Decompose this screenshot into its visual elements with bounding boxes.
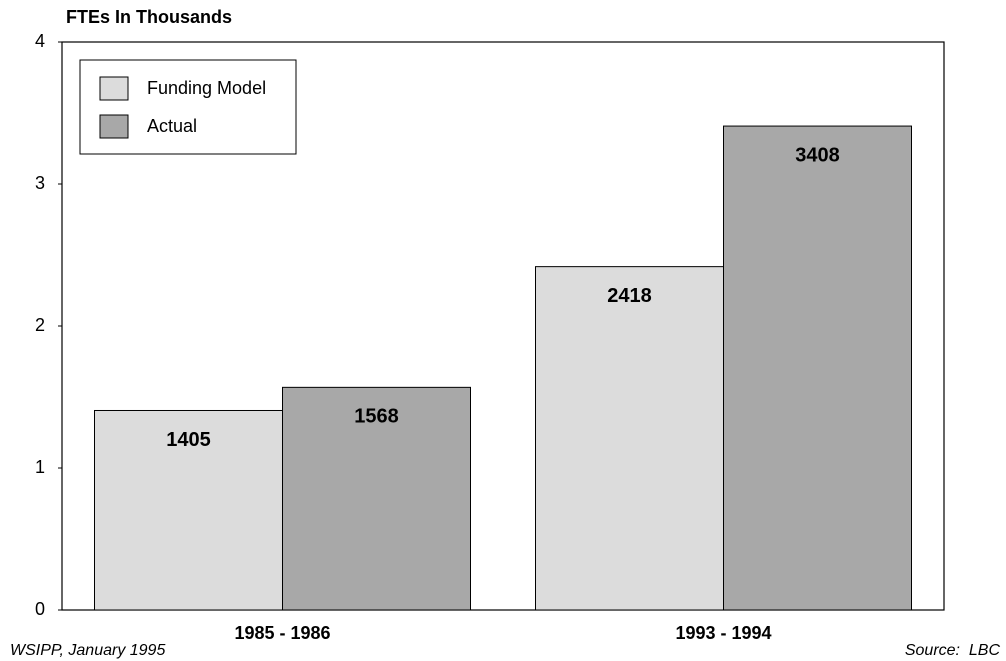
credit: WSIPP, January 1995 [10, 642, 165, 659]
y-tick-label: 1 [35, 457, 45, 477]
legend-swatch [99, 76, 129, 101]
y-tick-label: 0 [35, 599, 45, 619]
legend-label: Funding Model [147, 78, 266, 98]
data-label: 1568 [354, 406, 399, 428]
y-tick-label: 3 [35, 173, 45, 193]
x-tick-label: 1993 - 1994 [675, 623, 771, 643]
y-tick-label: 2 [35, 315, 45, 335]
bar [535, 266, 724, 611]
chart-title: FTEs In Thousands [66, 7, 232, 27]
bar [282, 386, 471, 611]
bar [94, 409, 283, 611]
x-tick-label: 1985 - 1986 [234, 623, 330, 643]
data-label: 3408 [795, 144, 840, 166]
y-tick-label: 4 [35, 31, 45, 51]
data-label: 1405 [166, 429, 211, 451]
legend-box [79, 59, 297, 155]
source: Source: LBC [905, 642, 1001, 659]
data-label: 2418 [607, 285, 652, 307]
legend-label: Actual [147, 116, 197, 136]
bar [723, 125, 912, 611]
legend-swatch [99, 114, 129, 139]
